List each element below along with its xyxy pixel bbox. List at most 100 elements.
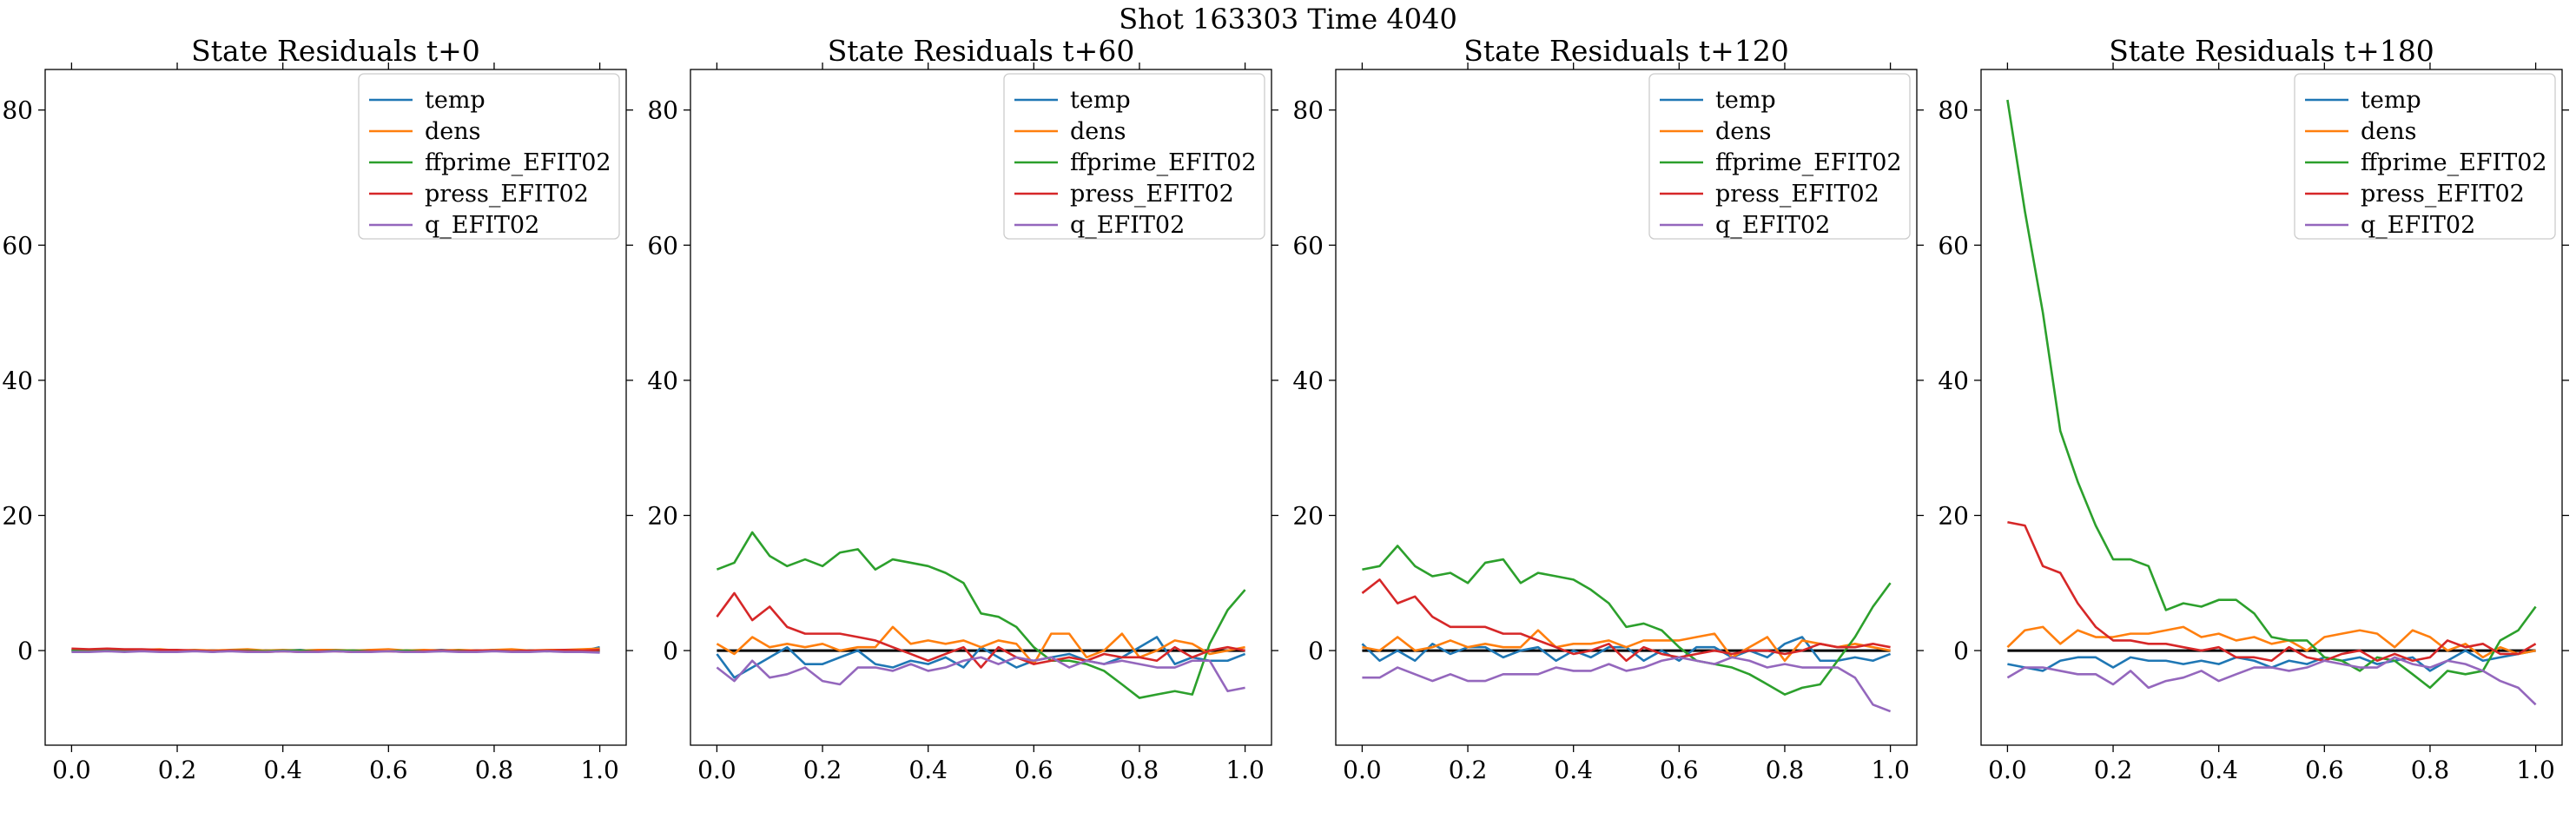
y-tick-label: 80 bbox=[2, 96, 33, 125]
y-tick-label: 0 bbox=[17, 637, 33, 665]
x-tick-label: 0.4 bbox=[908, 756, 948, 784]
legend-label: ffprime_EFIT02 bbox=[1070, 149, 1257, 176]
legend-label: dens bbox=[425, 118, 481, 145]
y-tick-label: 80 bbox=[1938, 96, 1969, 125]
series-line-press_EFIT02 bbox=[2007, 520, 2537, 663]
series-line-temp bbox=[1361, 636, 1892, 663]
legend-label: press_EFIT02 bbox=[425, 181, 589, 208]
x-tick-label: 0.4 bbox=[1554, 756, 1593, 784]
x-tick-label: 0.8 bbox=[475, 756, 514, 784]
y-tick-label: 40 bbox=[647, 367, 678, 395]
legend-label: temp bbox=[1070, 87, 1131, 114]
legend-label: q_EFIT02 bbox=[425, 212, 539, 239]
chart-panel-3: State Residuals t+180 0.0 0.2 0.4 0.6 0.8 1.0 0… bbox=[1938, 34, 2569, 784]
chart-panel-0: State Residuals t+0 0.0 0.2 0.4 0.6 0.8 1.0 0 20… bbox=[2, 34, 633, 784]
x-tick-label: 0.6 bbox=[1014, 756, 1054, 784]
panel-title: State Residuals t+60 bbox=[828, 34, 1135, 68]
legend-label: dens bbox=[1070, 118, 1126, 145]
x-tick-label: 1.0 bbox=[1225, 756, 1265, 784]
x-tick-label: 0.2 bbox=[2094, 756, 2133, 784]
series-line-dens bbox=[2006, 625, 2536, 659]
y-tick-label: 60 bbox=[1292, 231, 1324, 260]
x-tick-label: 0.2 bbox=[803, 756, 842, 784]
chart-panel-1: State Residuals t+60 0.0 0.2 0.4 0.6 0.8 1.0 0 2… bbox=[647, 34, 1278, 784]
legend-label: temp bbox=[2361, 87, 2421, 114]
legend-label: press_EFIT02 bbox=[1070, 181, 1234, 208]
x-tick-label: 0.6 bbox=[2305, 756, 2344, 784]
x-tick-label: 0.8 bbox=[1766, 756, 1805, 784]
series-line-q_EFIT02 bbox=[1362, 656, 1892, 713]
series-line-q_EFIT02 bbox=[71, 650, 600, 654]
panel-title: State Residuals t+0 bbox=[191, 34, 480, 68]
legend-label: q_EFIT02 bbox=[1715, 212, 1830, 239]
y-tick-label: 80 bbox=[1292, 96, 1324, 125]
x-tick-label: 0.4 bbox=[263, 756, 302, 784]
series-line-ffprime_EFIT02 bbox=[1362, 545, 1892, 696]
x-tick-label: 0.8 bbox=[1120, 756, 1159, 784]
y-tick-label: 0 bbox=[1308, 637, 1324, 665]
x-tick-label: 1.0 bbox=[2516, 756, 2555, 784]
legend: temp dens ffprime_EFIT02 press_EFIT02 q_EFIT… bbox=[1003, 73, 1265, 240]
series-line-dens bbox=[716, 625, 1245, 665]
axes-frame bbox=[44, 69, 627, 746]
chart-panel-2: State Residuals t+120 0.0 0.2 0.4 0.6 0.8 1.0 0… bbox=[1292, 34, 1924, 784]
axes-frame bbox=[1335, 69, 1918, 746]
series-line-q_EFIT02 bbox=[2006, 656, 2537, 706]
x-tick-label: 0.0 bbox=[1988, 756, 2027, 784]
legend-box bbox=[1648, 73, 1911, 240]
series-line-dens bbox=[1362, 629, 1891, 663]
series-line-ffprime_EFIT02 bbox=[2006, 99, 2537, 690]
legend-label: ffprime_EFIT02 bbox=[1715, 149, 1902, 176]
series-line-q_EFIT02 bbox=[716, 656, 1245, 693]
x-tick-label: 0.0 bbox=[697, 756, 736, 784]
x-tick-label: 0.0 bbox=[52, 756, 91, 784]
y-tick-label: 20 bbox=[2, 501, 33, 530]
y-tick-label: 40 bbox=[1938, 367, 1969, 395]
legend-box bbox=[1003, 73, 1265, 240]
y-tick-label: 60 bbox=[2, 231, 33, 260]
x-tick-label: 0.6 bbox=[1660, 756, 1699, 784]
axes-frame bbox=[1980, 69, 2563, 746]
legend-box bbox=[358, 73, 620, 240]
legend-label: dens bbox=[2361, 118, 2417, 145]
x-tick-label: 0.2 bbox=[1449, 756, 1488, 784]
x-tick-label: 1.0 bbox=[580, 756, 619, 784]
legend-label: press_EFIT02 bbox=[2361, 181, 2525, 208]
panel-title: State Residuals t+120 bbox=[1463, 34, 1789, 68]
x-tick-label: 0.2 bbox=[158, 756, 197, 784]
x-tick-label: 0.8 bbox=[2411, 756, 2450, 784]
y-tick-label: 20 bbox=[647, 501, 678, 530]
legend-box bbox=[2294, 73, 2556, 240]
legend: temp dens ffprime_EFIT02 press_EFIT02 q_EFIT… bbox=[1648, 73, 1911, 240]
y-tick-label: 40 bbox=[2, 367, 33, 395]
legend-label: temp bbox=[425, 87, 485, 114]
legend-label: dens bbox=[1715, 118, 1772, 145]
y-tick-label: 80 bbox=[647, 96, 678, 125]
legend-label: ffprime_EFIT02 bbox=[2361, 149, 2547, 176]
x-tick-label: 0.4 bbox=[2199, 756, 2238, 784]
legend: temp dens ffprime_EFIT02 press_EFIT02 q_EFIT… bbox=[2294, 73, 2556, 240]
y-tick-label: 20 bbox=[1292, 501, 1324, 530]
y-tick-label: 40 bbox=[1292, 367, 1324, 395]
legend-label: q_EFIT02 bbox=[2361, 212, 2475, 239]
legend: temp dens ffprime_EFIT02 press_EFIT02 q_EFIT… bbox=[358, 73, 620, 240]
series-line-ffprime_EFIT02 bbox=[716, 531, 1246, 699]
figure-title: Shot 163303 Time 4040 bbox=[1119, 3, 1457, 36]
series-line-press_EFIT02 bbox=[716, 591, 1245, 669]
panels: State Residuals t+0 0.0 0.2 0.4 0.6 0.8 1.0 0 20… bbox=[2, 34, 2569, 784]
legend-label: q_EFIT02 bbox=[1070, 212, 1185, 239]
series-line-press_EFIT02 bbox=[1361, 578, 1891, 663]
y-tick-label: 60 bbox=[1938, 231, 1969, 260]
y-tick-label: 60 bbox=[647, 231, 678, 260]
x-tick-label: 0.6 bbox=[369, 756, 408, 784]
legend-label: ffprime_EFIT02 bbox=[425, 149, 611, 176]
y-tick-label: 20 bbox=[1938, 501, 1969, 530]
y-tick-label: 0 bbox=[663, 637, 678, 665]
x-tick-label: 1.0 bbox=[1871, 756, 1910, 784]
axes-frame bbox=[690, 69, 1272, 746]
legend-label: press_EFIT02 bbox=[1715, 181, 1879, 208]
legend-label: temp bbox=[1715, 87, 1776, 114]
x-tick-label: 0.0 bbox=[1343, 756, 1382, 784]
panel-title: State Residuals t+180 bbox=[2109, 34, 2434, 68]
